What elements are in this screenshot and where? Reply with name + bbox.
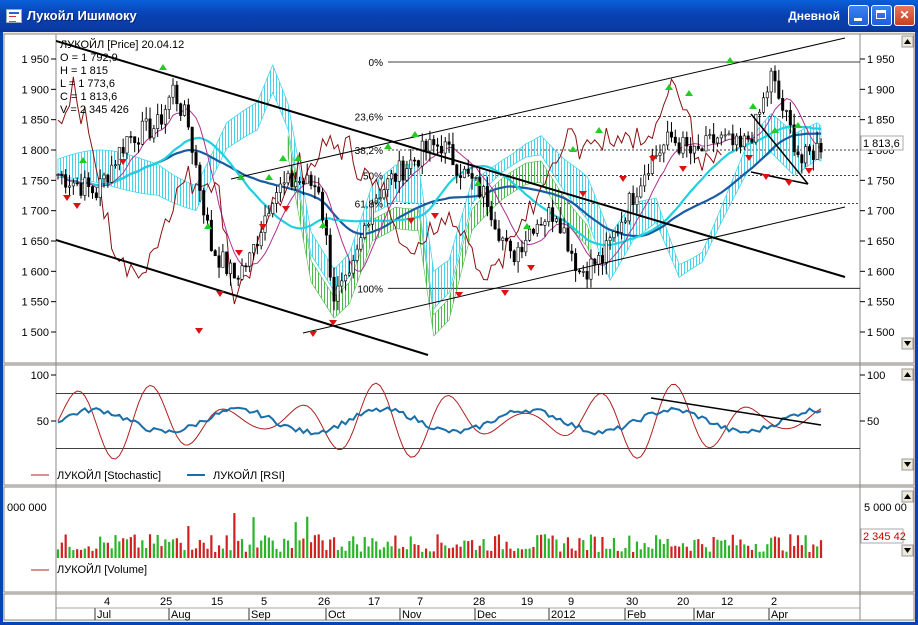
window-title: Лукойл Ишимоку: [27, 8, 137, 23]
price-y-tick: 1 800: [21, 145, 49, 157]
time-day-label: 30: [626, 596, 638, 608]
price-y-tick-right: 1 600: [867, 266, 895, 278]
price-y-tick-right: 1 700: [867, 206, 895, 218]
price-y-tick-right: 1 550: [867, 297, 895, 309]
legend-rsi: ЛУКОЙЛ [RSI]: [213, 469, 285, 482]
price-y-tick-right: 1 950: [867, 54, 895, 66]
time-month-label: 2012: [551, 609, 575, 621]
time-month-label: Feb: [627, 609, 646, 621]
price-y-tick-right: 1 650: [867, 236, 895, 248]
time-month-label: Mar: [696, 609, 715, 621]
current-volume-label: 2 345 42: [863, 531, 906, 543]
time-day-label: 20: [677, 596, 689, 608]
time-day-label: 9: [568, 596, 574, 608]
price-y-tick: 1 650: [21, 236, 49, 248]
price-y-tick: 1 500: [21, 327, 49, 339]
current-price-label: 1 813,6: [863, 138, 900, 150]
fib-level-label: 61,8%: [355, 199, 383, 210]
price-y-tick: 1 750: [21, 175, 49, 187]
time-day-label: 4: [104, 596, 110, 608]
ohlc-high: H = 1 815: [60, 65, 108, 77]
price-y-tick: 1 900: [21, 84, 49, 96]
price-y-tick: 1 550: [21, 297, 49, 309]
price-header: ЛУКОЙЛ [Price] 20.04.12: [60, 38, 184, 51]
time-month-label: Dec: [477, 609, 497, 621]
fib-level-label: 0%: [369, 58, 384, 69]
time-day-label: 12: [721, 596, 733, 608]
volume-left-tick: 000 000: [7, 502, 47, 514]
time-month-label: Nov: [402, 609, 422, 621]
ohlc-open: O = 1 792,9: [60, 52, 118, 64]
minimize-button[interactable]: [848, 5, 869, 26]
fib-level-label: 100%: [357, 284, 383, 295]
legend-stochastic: ЛУКОЙЛ [Stochastic]: [57, 469, 161, 482]
osc-y-tick-right: 50: [867, 416, 879, 428]
time-day-label: 25: [160, 596, 172, 608]
volume-right-tick: 5 000 00: [864, 502, 907, 514]
window-frame: [0, 32, 918, 625]
osc-y-tick: 50: [37, 416, 49, 428]
time-day-label: 7: [417, 596, 423, 608]
time-month-label: Sep: [251, 609, 271, 621]
time-day-label: 15: [211, 596, 223, 608]
price-y-tick-right: 1 500: [867, 327, 895, 339]
time-day-label: 17: [368, 596, 380, 608]
time-day-label: 26: [318, 596, 330, 608]
price-panel[interactable]: [3, 33, 915, 364]
time-axis: [3, 593, 915, 621]
chart-area[interactable]: 0% 23,6% 38,2% 50% 61,8% 100% 1 950 1 950 1 900…: [3, 32, 915, 622]
oscillator-plot[interactable]: [56, 382, 860, 460]
price-y-tick: 1 950: [21, 54, 49, 66]
time-day-label: 19: [521, 596, 533, 608]
maximize-button[interactable]: [871, 5, 892, 26]
time-month-label: Aug: [171, 609, 191, 621]
period-label[interactable]: Дневной: [788, 9, 840, 23]
time-day-label: 28: [473, 596, 485, 608]
price-plot[interactable]: [56, 37, 860, 356]
time-day-label: 2: [771, 596, 777, 608]
fib-level-label: 38,2%: [355, 146, 383, 157]
time-month-label: Oct: [328, 609, 345, 621]
close-button[interactable]: [894, 5, 915, 26]
ohlc-low: L = 1 773,6: [60, 78, 115, 90]
title-bar: Лукойл Ишимоку Дневной: [0, 0, 918, 32]
osc-y-tick: 100: [31, 370, 49, 382]
volume-panel[interactable]: [3, 486, 915, 593]
legend-volume: ЛУКОЙЛ [Volume]: [57, 563, 147, 576]
price-y-tick-right: 1 750: [867, 175, 895, 187]
price-y-tick: 1 700: [21, 206, 49, 218]
time-month-label: Apr: [771, 609, 788, 621]
price-y-tick: 1 600: [21, 266, 49, 278]
app-icon[interactable]: [6, 9, 22, 23]
ohlc-close: C = 1 813,6: [60, 91, 117, 103]
fib-level-label: 23,6%: [355, 113, 383, 124]
price-y-tick: 1 850: [21, 115, 49, 127]
time-day-label: 5: [261, 596, 267, 608]
osc-y-tick-right: 100: [867, 370, 885, 382]
volume-plot[interactable]: [56, 513, 823, 558]
oscillator-panel[interactable]: [3, 364, 915, 486]
fib-level-label: 50%: [363, 171, 383, 182]
ohlc-volume: V = 2 345 426: [60, 104, 129, 116]
price-y-tick-right: 1 900: [867, 84, 895, 96]
scroll-up-icon[interactable]: [901, 35, 914, 48]
time-month-label: Jul: [97, 609, 111, 621]
price-y-tick-right: 1 850: [867, 115, 895, 127]
scroll-down-icon[interactable]: [901, 337, 914, 350]
